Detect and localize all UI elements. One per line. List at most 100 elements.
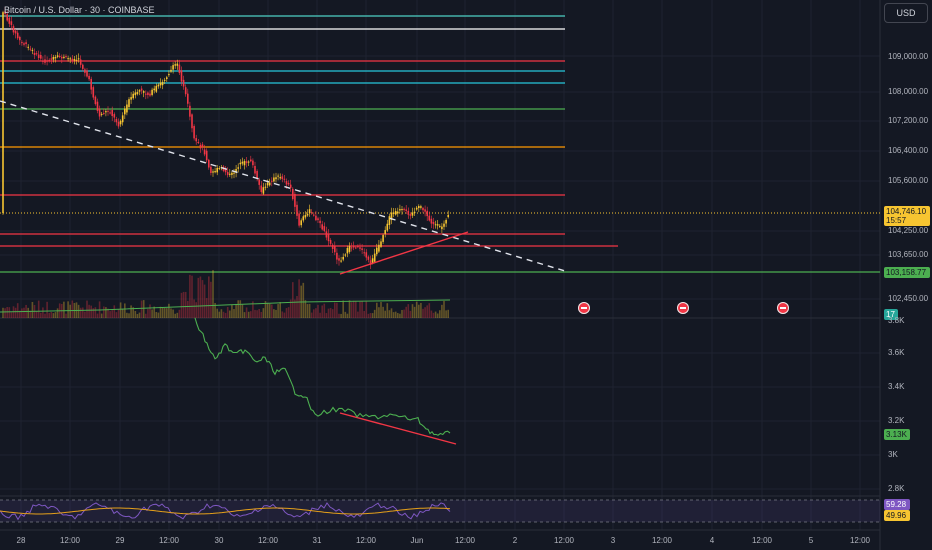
volume-bar xyxy=(443,300,445,318)
volume-bar xyxy=(403,309,405,318)
candle-body xyxy=(136,92,139,95)
volume-bar xyxy=(212,270,214,318)
volume-bar xyxy=(77,304,80,318)
volume-bar xyxy=(344,311,347,318)
candle-body xyxy=(329,240,332,244)
candle-body xyxy=(432,222,435,225)
time-tick: 12:00 xyxy=(257,536,279,545)
volume-bar xyxy=(447,309,449,318)
volume-bar xyxy=(113,305,116,318)
time-tick: 12:00 xyxy=(59,536,81,545)
candle-body xyxy=(367,256,370,260)
candle-body xyxy=(355,247,357,249)
economic-event-icon[interactable] xyxy=(578,302,590,314)
volume-bar xyxy=(130,305,132,318)
volume-bar xyxy=(378,307,380,318)
candle-body xyxy=(46,60,48,62)
candle-body xyxy=(115,118,118,123)
volume-bar xyxy=(84,311,86,318)
candle-body xyxy=(258,179,260,185)
volume-bar xyxy=(205,298,208,318)
candle-body xyxy=(35,53,38,55)
indicator-tick: 2.8K xyxy=(888,484,905,493)
volume-bar xyxy=(115,312,118,318)
candle-body xyxy=(140,88,143,91)
volume-bar xyxy=(319,312,321,318)
volume-bar xyxy=(411,304,414,318)
candle-body xyxy=(96,101,99,111)
candle-body xyxy=(264,186,267,188)
candle-body xyxy=(224,168,227,173)
candle-body xyxy=(149,93,151,96)
candle-body xyxy=(121,115,124,123)
candle-body xyxy=(308,209,311,214)
volume-bar xyxy=(239,300,242,318)
volume-bar xyxy=(413,306,416,318)
symbol-title[interactable]: Bitcoin / U.S. Dollar · 30 · COINBASE xyxy=(4,5,155,15)
volume-bar xyxy=(142,300,145,318)
support-trendline xyxy=(339,231,469,275)
volume-bar xyxy=(149,304,151,318)
candle-body xyxy=(407,210,410,215)
currency-button[interactable]: USD xyxy=(884,3,928,23)
economic-event-icon[interactable] xyxy=(677,302,689,314)
candle-body xyxy=(218,168,221,170)
candle-body xyxy=(203,149,206,155)
candle-body xyxy=(205,150,208,161)
volume-bar xyxy=(31,301,34,318)
candle-body xyxy=(153,88,155,91)
candle-body xyxy=(21,42,23,44)
volume-bar xyxy=(331,309,334,318)
volume-bar xyxy=(172,309,174,318)
volume-bar xyxy=(184,291,187,318)
volume-bar xyxy=(187,300,189,318)
volume-bar xyxy=(415,301,418,318)
volume-bar xyxy=(82,307,84,318)
candle-body xyxy=(231,172,233,175)
volume-bar xyxy=(40,312,42,318)
candle-body xyxy=(176,63,179,66)
candle-body xyxy=(126,104,128,113)
candle-body xyxy=(48,59,50,62)
volume-bar xyxy=(262,308,265,318)
candle-body xyxy=(58,55,61,58)
volume-bar xyxy=(308,303,311,318)
volume-ma-line xyxy=(0,299,451,313)
candle-body xyxy=(271,180,273,182)
candle-body xyxy=(300,220,302,226)
volume-bar xyxy=(35,310,38,318)
volume-bar xyxy=(208,276,210,318)
volume-bar xyxy=(277,304,279,318)
rsi-ma-badge: 49.96 xyxy=(884,510,910,521)
volume-bar xyxy=(170,308,172,318)
volume-bar xyxy=(336,302,338,318)
candle-body xyxy=(50,58,53,60)
rsi-ma-line xyxy=(0,507,451,515)
volume-bar xyxy=(340,313,342,318)
candle-body xyxy=(317,218,319,221)
trendline-drawings xyxy=(0,100,566,445)
candle-body xyxy=(268,182,271,186)
candlestick-series xyxy=(2,6,449,270)
candle-body xyxy=(418,206,420,209)
volume-bar xyxy=(445,310,447,318)
volume-bar xyxy=(218,311,221,318)
volume-bar xyxy=(191,275,193,318)
candle-body xyxy=(172,65,174,70)
volume-bar xyxy=(279,302,281,318)
volume-bar xyxy=(363,310,365,318)
volume-bar xyxy=(390,308,393,318)
candle-body xyxy=(352,246,355,248)
economic-event-icon[interactable] xyxy=(777,302,789,314)
volume-bar xyxy=(313,309,315,318)
price-tick: 102,450.00 xyxy=(888,294,929,303)
candle-body xyxy=(77,58,80,60)
volume-bar xyxy=(69,304,71,318)
candle-body xyxy=(40,54,42,59)
volume-bar xyxy=(121,308,124,318)
volume-bar xyxy=(222,311,225,318)
indicator-tick: 3.2K xyxy=(888,416,905,425)
volume-bar xyxy=(29,310,32,318)
time-tick: 12:00 xyxy=(454,536,476,545)
